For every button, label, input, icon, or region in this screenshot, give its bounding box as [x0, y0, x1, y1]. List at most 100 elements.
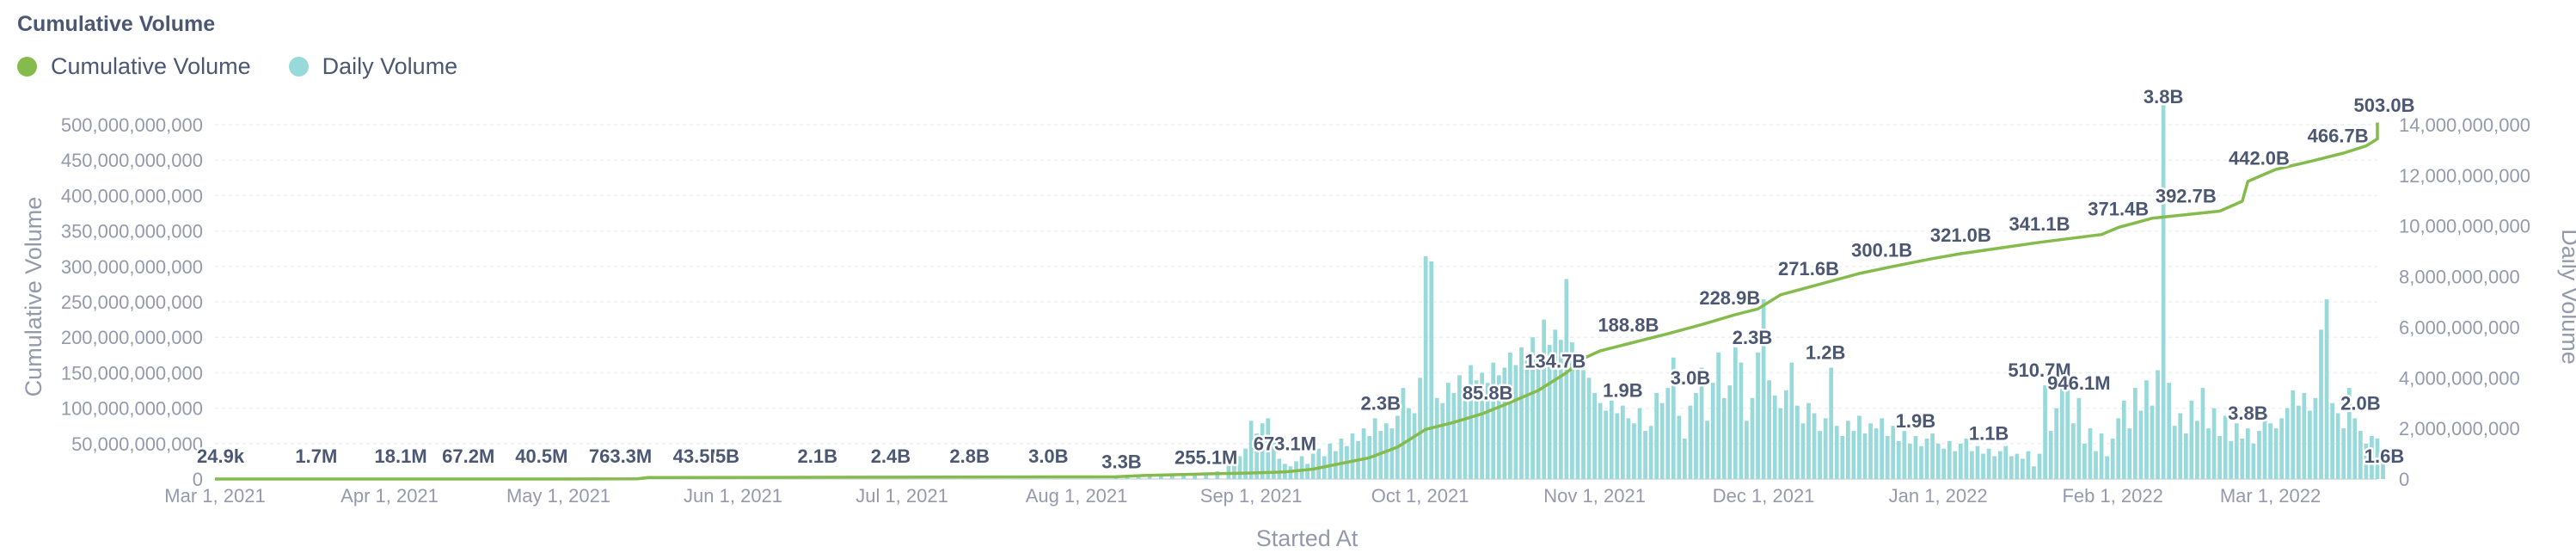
legend-swatch-cumulative [17, 57, 37, 77]
daily-volume-bar [1986, 448, 1991, 479]
right-y-axis: 0 2,000,000,000 4,000,000,000 6,000,000,000… [2399, 114, 2530, 490]
daily-volume-bar [1840, 435, 1845, 479]
daily-volume-bar [1857, 415, 1861, 479]
x-tick-label: Apr 1, 2021 [340, 485, 439, 507]
daily-volume-bar [1558, 340, 1563, 479]
x-axis: Mar 1, 2021 Apr 1, 2021 May 1, 2021 Jun 1, … [164, 485, 2321, 507]
daily-volume-bar [1581, 370, 1585, 479]
daily-volume-bar [2138, 410, 2144, 479]
daily-volume-bar [2302, 392, 2307, 479]
daily-volume-bar [1710, 383, 1715, 479]
data-label: 3.8B [2144, 86, 2183, 108]
left-y-axis: 0 50,000,000,000 100,000,000,000 150,000,00… [61, 114, 203, 490]
daily-volume-bar [2088, 428, 2093, 479]
daily-volume-bar [1659, 402, 1665, 479]
daily-volume-bar [1789, 362, 1794, 479]
daily-volume-bar [1924, 438, 1929, 479]
daily-volume-bar [2133, 388, 2137, 479]
daily-volume-bar [2015, 453, 2020, 479]
daily-volume-bar [2229, 440, 2234, 479]
daily-volume-bar [2156, 370, 2160, 479]
daily-volume-bar [1237, 456, 1242, 479]
daily-volume-bar [2183, 433, 2188, 479]
daily-volume-bar [1958, 443, 1963, 479]
daily-volume-bar [1778, 408, 1783, 479]
daily-volume-bar [1469, 365, 1473, 479]
daily-volume-bar [1812, 413, 1817, 479]
daily-volume-bar [2161, 104, 2166, 479]
daily-volume-bar [1181, 474, 1186, 479]
daily-volume-bar [1772, 395, 1777, 479]
data-label: 2.8B [949, 445, 989, 467]
daily-volume-bar [1721, 397, 1727, 479]
daily-volume-bar [1992, 456, 1996, 479]
daily-volume-bar [1260, 423, 1265, 479]
data-label: 2.4B [871, 445, 911, 467]
legend-item-cumulative-volume[interactable]: Cumulative Volume [17, 53, 251, 80]
daily-volume-bar [2150, 405, 2155, 479]
daily-volume-bar [1592, 392, 1597, 479]
data-label: 1.7M [295, 445, 337, 467]
daily-volume-bar [1823, 418, 1828, 479]
data-label: 392.7B [2156, 186, 2217, 207]
y-left-tick-label: 400,000,000,000 [61, 185, 203, 206]
daily-volume-bar [1310, 453, 1316, 479]
data-label: 341.1B [2009, 213, 2070, 235]
daily-volume-bar [2341, 428, 2346, 479]
y-left-tick-label: 250,000,000,000 [61, 292, 203, 313]
y-left-tick-label: 100,000,000,000 [61, 398, 203, 420]
daily-volume-bar [2003, 445, 2009, 479]
data-label: 946.1M [2047, 372, 2110, 394]
daily-volume-bar [1970, 451, 1974, 479]
daily-volume-bar [1215, 471, 1220, 479]
daily-volume-bar [1136, 476, 1141, 479]
daily-volume-bar [1705, 421, 1709, 479]
y-right-tick-label: 12,000,000,000 [2399, 165, 2530, 187]
daily-volume-bar [1975, 445, 1980, 479]
daily-volume-bar [2234, 423, 2239, 479]
daily-volume-bar [1896, 440, 1901, 479]
daily-volume-bar [2189, 400, 2194, 479]
daily-volume-bar [1457, 375, 1462, 479]
daily-volume-bar [1113, 477, 1119, 479]
daily-volume-bar [2352, 418, 2358, 479]
daily-volume-bar [1997, 451, 2003, 479]
data-label: 2.1B [798, 445, 837, 467]
daily-volume-bar [1401, 388, 1406, 479]
daily-volume-bar [2268, 423, 2272, 479]
daily-volume-bar [1800, 423, 1806, 479]
y-right-tick-label: 10,000,000,000 [2399, 216, 2530, 237]
data-label: 763.3M [589, 445, 652, 467]
data-label: 188.8B [1598, 315, 1659, 336]
daily-volume-bar [1328, 443, 1333, 479]
daily-volume-bar [2308, 410, 2312, 479]
data-label: 3.0B [1671, 367, 1710, 389]
legend-item-daily-volume[interactable]: Daily Volume [288, 53, 457, 80]
daily-volume-bar [2032, 466, 2036, 479]
daily-volume-bar [1570, 342, 1574, 479]
daily-volume-bar [2262, 413, 2267, 479]
daily-volume-bar [1266, 418, 1271, 479]
legend-swatch-daily [288, 57, 309, 77]
y-left-tick-label: 350,000,000,000 [61, 221, 203, 243]
chart-legend: Cumulative Volume Daily Volume [17, 53, 457, 80]
daily-volume-bar [2296, 405, 2301, 479]
daily-volume-bar [2065, 383, 2070, 479]
data-label: 1.9B [1603, 380, 1642, 402]
daily-volume-bar [1767, 380, 1772, 479]
daily-volume-bar [2217, 435, 2222, 479]
daily-volume-bar [1316, 448, 1322, 479]
data-label: 673.1M [1254, 433, 1316, 454]
daily-volume-bar [1339, 438, 1344, 479]
daily-volume-bar [1733, 347, 1738, 479]
x-tick-label: Jan 1, 2022 [1889, 485, 1988, 507]
data-label: 371.4B [2088, 198, 2149, 219]
daily-volume-bar [2076, 397, 2082, 479]
x-tick-label: Nov 1, 2021 [1543, 485, 1646, 507]
daily-volume-bar [1981, 453, 1985, 479]
daily-volume-bar [1891, 426, 1896, 479]
x-tick-label: Sep 1, 2021 [1200, 485, 1303, 507]
daily-volume-bar [1232, 451, 1236, 479]
data-label: 43.5M [673, 445, 726, 467]
x-tick-label: Mar 1, 2021 [164, 485, 265, 507]
